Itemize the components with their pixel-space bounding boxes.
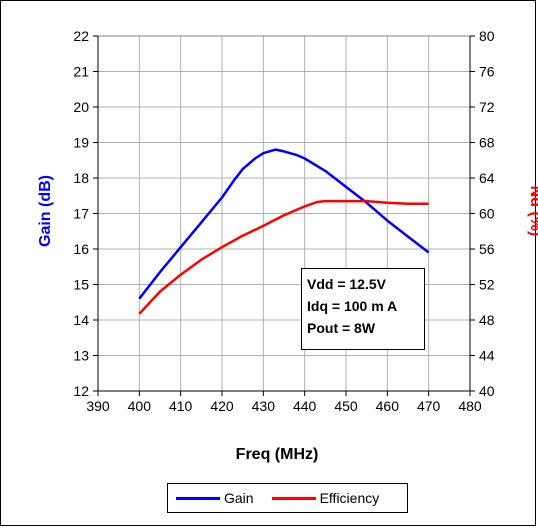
x-tick-label: 440 [293,398,317,414]
annotation-idq: Idq = 100 m A [307,298,398,314]
y-left-tick-label: 22 [73,28,89,44]
x-tick-label: 450 [334,398,358,414]
y-left-tick-label: 20 [73,99,89,115]
y-right-tick-label: 76 [479,64,495,80]
annotation-pout: Pout = 8W [307,320,376,336]
y-left-ticks: 12 13 14 15 16 17 18 19 20 21 22 [73,28,98,399]
x-tick-label: 430 [252,398,276,414]
legend-item-efficiency: Efficiency [271,490,380,506]
y-left-tick-label: 12 [73,383,89,399]
y-right-tick-label: 64 [479,170,495,186]
y-right-tick-label: 72 [479,99,495,115]
y-right-tick-label: 68 [479,135,495,151]
y-right-ticks: 40 44 48 52 56 60 64 68 72 76 80 [470,28,495,399]
series-line-efficiency [138,199,429,315]
y-right-tick-label: 60 [479,206,495,222]
legend-label-efficiency: Efficiency [319,490,380,506]
x-tick-label: 420 [210,398,234,414]
y-left-tick-label: 16 [73,241,89,257]
conditions-annotation: Vdd = 12.5V Idq = 100 m A Pout = 8W [301,268,425,350]
legend: Gain Efficiency [167,483,408,513]
y-left-tick-label: 19 [73,135,89,151]
y-left-tick-label: 17 [73,206,89,222]
legend-item-gain: Gain [176,490,254,506]
x-tick-label: 480 [458,398,482,414]
y-left-tick-label: 18 [73,170,89,186]
y-left-tick-label: 21 [73,64,89,80]
legend-swatch-efficiency [271,496,316,500]
annotation-vdd: Vdd = 12.5V [307,276,386,292]
y-left-tick-label: 14 [73,312,89,328]
y-right-tick-label: 56 [479,241,495,257]
y-left-tick-label: 15 [73,277,89,293]
x-tick-label: 390 [86,398,110,414]
y-right-axis-title: Nd (%) [527,186,538,237]
y-right-tick-label: 44 [479,348,495,364]
x-tick-label: 470 [417,398,441,414]
y-right-tick-label: 40 [479,383,495,399]
y-left-axis-title: Gain (dB) [37,175,54,247]
series-line-gain [138,148,430,300]
y-right-tick-label: 80 [479,28,495,44]
y-left-tick-label: 13 [73,348,89,364]
x-tick-label: 400 [128,398,152,414]
x-ticks: 390 400 410 420 430 440 450 460 470 480 [86,391,482,414]
x-tick-label: 460 [376,398,400,414]
y-right-tick-label: 52 [479,277,495,293]
legend-label-gain: Gain [224,490,254,506]
y-right-tick-label: 48 [479,312,495,328]
series [138,148,430,315]
x-axis-title: Freq (MHz) [236,446,319,463]
x-tick-label: 410 [169,398,193,414]
legend-swatch-gain [176,496,220,500]
